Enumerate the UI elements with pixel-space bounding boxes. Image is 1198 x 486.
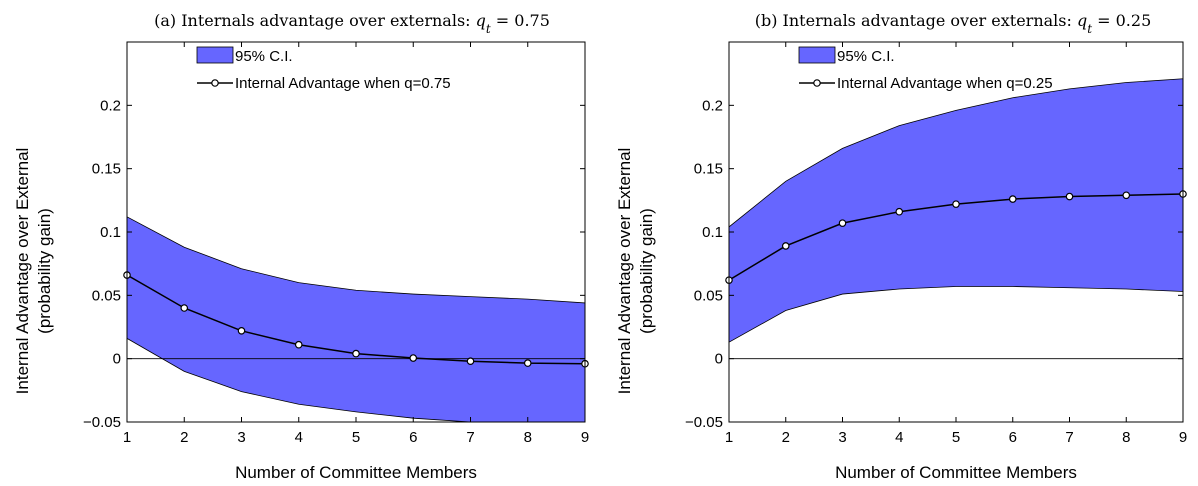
x-tick-label: 3 [838,429,846,446]
y-tick-label: −0.05 [83,414,121,431]
x-tick-label: 4 [295,429,303,446]
x-axis-label: Number of Committee Members [235,463,477,482]
y-tick-label: 0.2 [702,97,723,114]
legend-marker [813,79,821,87]
data-point [294,340,303,349]
legend-label-band: 95% C.I. [235,48,293,65]
legend: 95% C.I. Internal Advantage when q=0.75 [196,46,451,92]
chart-title: (b) Internals advantage over externals: … [755,11,1152,36]
legend: 95% C.I. Internal Advantage when q=0.25 [798,46,1053,92]
y-tick-label: 0.1 [100,224,121,241]
legend-label-band: 95% C.I. [837,48,895,65]
x-tick-label: 7 [466,429,474,446]
ci-band [127,216,585,422]
data-point [1008,195,1017,203]
data-point [180,304,189,312]
y-tick-label: 0.05 [92,287,121,304]
data-point [1122,191,1131,200]
legend-label-series: Internal Advantage when q=0.25 [837,75,1053,92]
data-point [523,359,532,367]
data-point [952,200,960,208]
panel-a: (a) Internals advantage over externals: … [13,11,589,482]
x-tick-label: 5 [952,429,960,446]
y-tick-label: 0.1 [702,224,723,241]
x-tick-label: 2 [782,429,790,446]
panel-b: (b) Internals advantage over externals: … [615,11,1187,482]
data-point [1065,192,1074,201]
x-tick-label: 6 [1009,429,1017,446]
legend-swatch-band [798,46,836,64]
x-tick-label: 3 [237,429,245,446]
x-tick-label: 8 [1122,429,1130,446]
y-tick-label: 0 [113,351,121,368]
y-tick-label: 0.05 [694,287,723,304]
legend-swatch-band [196,46,234,64]
chart-title: (a) Internals advantage over externals: … [154,11,550,36]
legend-marker [211,79,219,87]
x-tick-label: 5 [352,429,360,446]
y-tick-label: 0 [715,351,723,368]
x-tick-label: 8 [524,429,532,446]
y-tick-label: 0.15 [694,161,723,178]
data-point [466,357,475,366]
x-tick-label: 9 [1179,429,1187,446]
x-tick-label: 2 [180,429,188,446]
x-tick-label: 4 [895,429,903,446]
legend-label-series: Internal Advantage when q=0.75 [235,75,451,92]
y-axis-label: Internal Advantage over External (probabi… [13,148,54,395]
y-tick-label: −0.05 [685,414,723,431]
data-point [409,354,418,362]
x-tick-label: 6 [409,429,417,446]
y-tick-label: 0.2 [100,97,121,114]
x-axis-label: Number of Committee Members [835,463,1077,482]
data-point [781,242,790,250]
data-point [838,219,847,227]
x-tick-label: 7 [1065,429,1073,446]
x-tick-label: 9 [581,429,589,446]
y-tick-label: 0.15 [92,161,121,178]
data-point [352,349,360,358]
y-axis-label: Internal Advantage over External (probabi… [615,148,656,395]
data-point [895,207,904,216]
data-point [237,326,246,335]
ci-band [729,78,1183,343]
x-tick-label: 1 [725,429,733,446]
x-tick-label: 1 [123,429,131,446]
